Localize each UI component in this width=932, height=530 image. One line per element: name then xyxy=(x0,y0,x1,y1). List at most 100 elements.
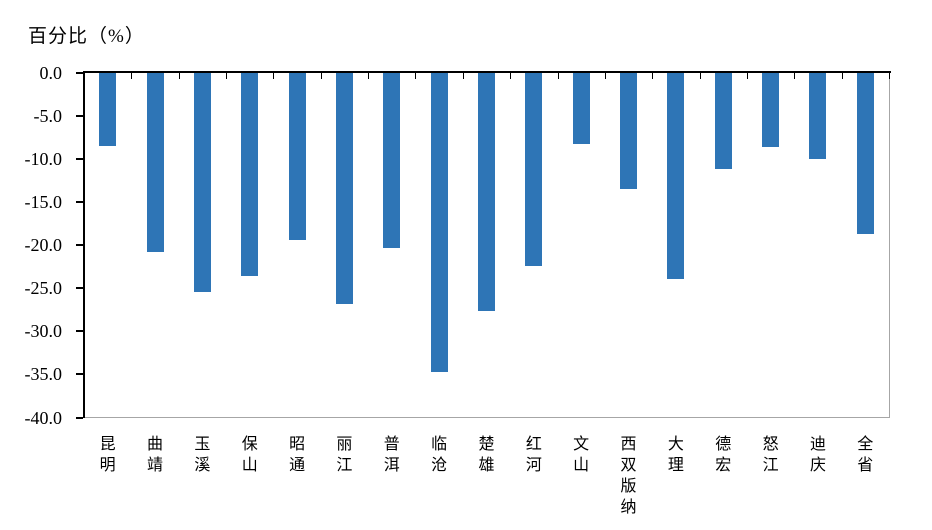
x-tick xyxy=(368,72,370,79)
bar xyxy=(241,72,259,277)
y-tick xyxy=(76,200,83,203)
x-tick xyxy=(273,72,275,79)
x-axis-tick-label: 西双版纳 xyxy=(605,434,652,518)
chart-title: 百分比（%） xyxy=(28,26,145,47)
x-axis-label-char: 江 xyxy=(762,457,779,474)
x-axis-label-char: 明 xyxy=(99,457,116,474)
x-axis-label-char: 雄 xyxy=(478,457,495,474)
x-axis-label-char: 靖 xyxy=(147,457,164,474)
y-axis-tick-label: -35.0 xyxy=(24,364,63,385)
x-axis-label-char: 山 xyxy=(241,457,258,474)
x-axis-label-char: 临 xyxy=(431,436,448,453)
x-tick xyxy=(510,72,512,79)
x-axis-label-char: 江 xyxy=(336,457,353,474)
y-tick xyxy=(76,287,83,290)
bar xyxy=(714,72,732,170)
x-axis-tick-label: 普洱 xyxy=(368,434,415,476)
x-axis-label-char: 纳 xyxy=(620,499,637,516)
x-tick xyxy=(652,72,654,79)
y-tick xyxy=(76,330,83,333)
x-axis-label-char: 德 xyxy=(715,436,732,453)
x-axis-label-char: 昭 xyxy=(289,436,306,453)
x-tick xyxy=(178,72,180,79)
bar xyxy=(193,72,211,292)
bar xyxy=(478,72,495,312)
y-axis-tick-label: -40.0 xyxy=(24,407,63,428)
x-axis-tick-label: 大理 xyxy=(652,434,699,476)
x-tick xyxy=(462,72,464,79)
x-axis-tick-label: 全省 xyxy=(842,434,889,476)
y-axis-tick-label: -20.0 xyxy=(24,235,63,255)
x-axis-label-char: 河 xyxy=(525,457,542,474)
bar xyxy=(572,72,590,145)
x-tick xyxy=(746,72,748,79)
bar xyxy=(525,72,543,266)
x-axis-tick-label: 文山 xyxy=(558,434,605,476)
bar xyxy=(146,72,164,252)
x-axis-label-char: 丽 xyxy=(336,436,353,453)
x-axis-label-char: 通 xyxy=(289,457,306,474)
x-axis-label-char: 版 xyxy=(620,478,637,495)
bar xyxy=(335,72,353,304)
y-axis-tick-label: -15.0 xyxy=(24,191,63,212)
bar xyxy=(99,72,117,146)
x-axis-label-char: 怒 xyxy=(762,436,779,453)
y-axis-tick-label: -5.0 xyxy=(33,105,63,126)
x-axis-tick-label: 红河 xyxy=(510,434,557,476)
zero-axis-line xyxy=(83,71,891,73)
x-axis-label-char: 楚 xyxy=(478,436,495,453)
x-axis-label-char: 宏 xyxy=(715,457,732,474)
x-axis-label-char: 沧 xyxy=(431,457,448,474)
x-axis-tick-label: 临沧 xyxy=(415,434,462,476)
x-axis-tick-label: 玉溪 xyxy=(179,434,226,476)
x-tick xyxy=(226,72,228,79)
x-axis-label-char: 保 xyxy=(241,436,258,453)
x-axis-label-char: 普 xyxy=(383,436,400,453)
x-axis-label-char: 山 xyxy=(573,457,590,474)
x-axis-label-char: 昆 xyxy=(99,436,116,453)
y-tick xyxy=(76,416,83,419)
x-axis-label-char: 庆 xyxy=(809,457,826,474)
y-axis-tick-label: -10.0 xyxy=(24,148,63,169)
x-axis-label-char: 溪 xyxy=(194,457,211,474)
bar xyxy=(383,72,401,249)
bar xyxy=(430,72,448,372)
x-axis-tick-label: 保山 xyxy=(226,434,273,476)
x-axis-label-char: 玉 xyxy=(194,436,211,453)
plot-border-bottom xyxy=(84,417,890,418)
x-axis-label-char: 洱 xyxy=(383,457,400,474)
x-axis-tick-label: 迪庆 xyxy=(794,434,841,476)
x-tick xyxy=(415,72,417,79)
x-tick xyxy=(841,72,843,79)
y-tick xyxy=(76,71,83,74)
x-axis-tick-label: 楚雄 xyxy=(463,434,510,476)
x-tick xyxy=(699,72,701,79)
bar xyxy=(288,72,306,240)
y-tick xyxy=(76,373,83,376)
x-axis-label-char: 西 xyxy=(620,436,637,453)
bar xyxy=(856,72,874,234)
bar xyxy=(762,72,780,147)
y-axis-tick-label: -30.0 xyxy=(24,321,63,342)
x-tick xyxy=(320,72,322,79)
x-tick xyxy=(557,72,559,79)
plot-border-right xyxy=(889,72,890,418)
bar xyxy=(620,72,638,189)
x-axis-label-char: 双 xyxy=(620,457,637,474)
x-axis-tick-label: 昭通 xyxy=(273,434,320,476)
x-axis-label-char: 省 xyxy=(857,457,874,474)
y-axis-line xyxy=(83,71,85,418)
x-axis-label-char: 全 xyxy=(857,436,874,453)
y-tick xyxy=(76,114,83,117)
x-axis-label-char: 曲 xyxy=(147,436,164,453)
x-axis-label-char: 文 xyxy=(573,436,590,453)
x-tick xyxy=(131,72,133,79)
y-tick xyxy=(76,244,83,246)
x-axis-label-char: 大 xyxy=(667,436,684,453)
x-axis-tick-label: 怒江 xyxy=(747,434,794,476)
x-axis-label-char: 理 xyxy=(667,457,684,474)
x-axis-tick-label: 昆明 xyxy=(84,434,131,476)
x-axis-tick-label: 德宏 xyxy=(700,434,747,476)
y-axis-tick-label: -25.0 xyxy=(24,278,63,299)
